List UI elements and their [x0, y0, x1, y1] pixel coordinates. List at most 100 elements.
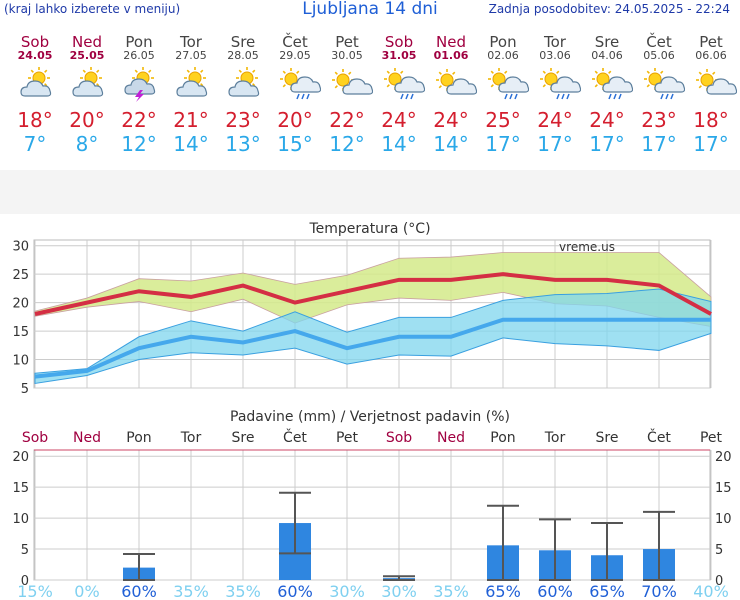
day-column: Sob 24.05 18° 7°: [9, 34, 61, 156]
day-name: Sre: [594, 33, 620, 51]
day-column: Tor 27.05 21° 14°: [165, 34, 217, 156]
precipitation-tick-label-left: 15: [12, 481, 29, 496]
precipitation-day-label: Čet: [647, 428, 671, 446]
day-date: 30.05: [331, 49, 363, 62]
min-temp-range-band: [34, 288, 712, 385]
day-date: 24.05: [17, 49, 53, 62]
sun-rain-icon: [644, 68, 686, 100]
day-column: Pon 26.05 22° 12°: [113, 34, 165, 156]
temperature-tick-label: 5: [21, 382, 29, 397]
sun-rain-icon: [280, 68, 322, 100]
precipitation-probability-label: 30%: [381, 582, 417, 600]
header-bar: (kraj lahko izberete v meniju) Ljubljana…: [0, 0, 740, 22]
partly-cloudy-icon: [176, 67, 208, 97]
precipitation-probability-label: 60%: [277, 582, 313, 600]
day-date: 25.05: [69, 49, 105, 62]
precipitation-day-label: Pon: [126, 430, 151, 446]
partly-cloudy-icon: [20, 67, 52, 97]
temp-max: 21°: [173, 108, 209, 132]
precipitation-probability-label: 40%: [693, 582, 729, 600]
precipitation-day-label: Tor: [544, 430, 566, 446]
day-date: 01.06: [433, 49, 469, 62]
temp-max: 20°: [69, 108, 105, 132]
precipitation-probability-label: 35%: [225, 582, 261, 600]
day-name: Sob: [20, 33, 50, 51]
temperature-tick-label: 25: [12, 268, 29, 283]
temp-min: 17°: [693, 132, 729, 156]
precipitation-probability-label: 30%: [329, 582, 365, 600]
day-name: Pet: [699, 33, 723, 51]
temp-max: 18°: [17, 108, 53, 132]
temp-max: 24°: [537, 108, 573, 132]
day-column: Ned 01.06 24° 14°: [425, 33, 478, 156]
temp-min: 12°: [121, 132, 157, 156]
temp-min: 14°: [381, 132, 417, 156]
precipitation-probability-label: 60%: [121, 582, 157, 600]
menu-hint[interactable]: (kraj lahko izberete v meniju): [4, 2, 181, 16]
temp-min: 17°: [641, 132, 677, 156]
temp-max: 24°: [381, 108, 417, 132]
day-forecast-strip: Sob 24.05 18° 7° Ned 25.05 20° 8° Pon 26.05 22° 12°…: [9, 33, 738, 170]
thunderstorm-icon: [124, 67, 156, 102]
temperature-chart-title: Temperatura (°C): [308, 221, 430, 237]
forecast-charts: Temperatura (°C) 5 10 15 20 25 30 vreme.us Padav…: [12, 221, 732, 600]
day-date: 02.06: [487, 49, 519, 62]
temp-min: 14°: [173, 132, 209, 156]
last-update: Zadnja posodobitev: 24.05.2025 - 22:24: [488, 2, 730, 16]
precipitation-probability-label: 35%: [173, 582, 209, 600]
max-temp-line: [34, 272, 712, 316]
temp-min: 17°: [485, 132, 521, 156]
precipitation-tick-label-left: 0: [21, 574, 29, 589]
precipitation-probability-label: 65%: [485, 582, 521, 600]
day-column: Sre 04.06 24° 17°: [581, 33, 634, 156]
min-temp-line: [34, 317, 711, 379]
temperature-tick-label: 10: [12, 354, 29, 369]
temp-min: 12°: [329, 132, 365, 156]
day-name: Ned: [436, 33, 466, 51]
precipitation-tick-label-right: 15: [715, 481, 732, 496]
day-date: 31.05: [381, 49, 417, 62]
day-date: 26.05: [123, 49, 155, 62]
temp-max: 18°: [693, 108, 729, 132]
precipitation-day-label: Ned: [437, 430, 465, 446]
page-title: Ljubljana 14 dni: [302, 0, 438, 19]
day-column: Ned 25.05 20° 8°: [61, 34, 113, 156]
day-date: 27.05: [175, 49, 207, 62]
sun-cloud-icon: [332, 69, 374, 95]
precipitation-tick-label-right: 0: [715, 574, 723, 589]
precipitation-chart-title: Padavine (mm) / Verjetnost padavin (%): [230, 409, 510, 425]
temperature-tick-label: 30: [12, 240, 29, 255]
precipitation-probability-label: 65%: [589, 582, 625, 600]
precipitation-tick-label-left: 10: [12, 512, 29, 527]
precipitation-tick-label-right: 10: [715, 512, 732, 527]
precipitation-day-label: Čet: [283, 428, 307, 446]
day-column: Pet 30.05 22° 12°: [321, 33, 374, 156]
day-name: Tor: [180, 33, 202, 51]
precipitation-probability-label: 70%: [641, 582, 677, 600]
sun-cloud-icon: [436, 69, 478, 95]
day-name: Tor: [544, 33, 566, 51]
day-name: Pet: [335, 33, 359, 51]
day-date: 06.06: [695, 49, 727, 62]
day-name: Sob: [384, 33, 414, 51]
precipitation-day-label: Pet: [336, 430, 359, 446]
precipitation-tick-label-right: 20: [715, 450, 732, 465]
temp-max: 23°: [225, 108, 261, 132]
day-column: Pon 02.06 25° 17°: [477, 34, 530, 156]
temp-max: 22°: [121, 108, 157, 132]
precipitation-day-label: Sre: [232, 430, 255, 446]
precipitation-probability-label: 35%: [433, 582, 469, 600]
temperature-tick-label: 20: [12, 297, 29, 312]
day-name: Ned: [72, 33, 102, 51]
temp-max: 23°: [641, 108, 677, 132]
day-column: Čet 05.06 23° 17°: [633, 34, 686, 156]
temp-max: 24°: [433, 108, 469, 132]
sun-rain-icon: [384, 68, 426, 100]
temp-min: 7°: [23, 132, 47, 156]
watermark: vreme.us: [559, 240, 615, 254]
day-date: 05.06: [643, 49, 675, 62]
spacer-band: [0, 170, 740, 214]
day-date: 28.05: [227, 49, 259, 62]
precipitation-day-label: Sob: [386, 430, 412, 446]
sun-rain-icon: [488, 68, 530, 100]
